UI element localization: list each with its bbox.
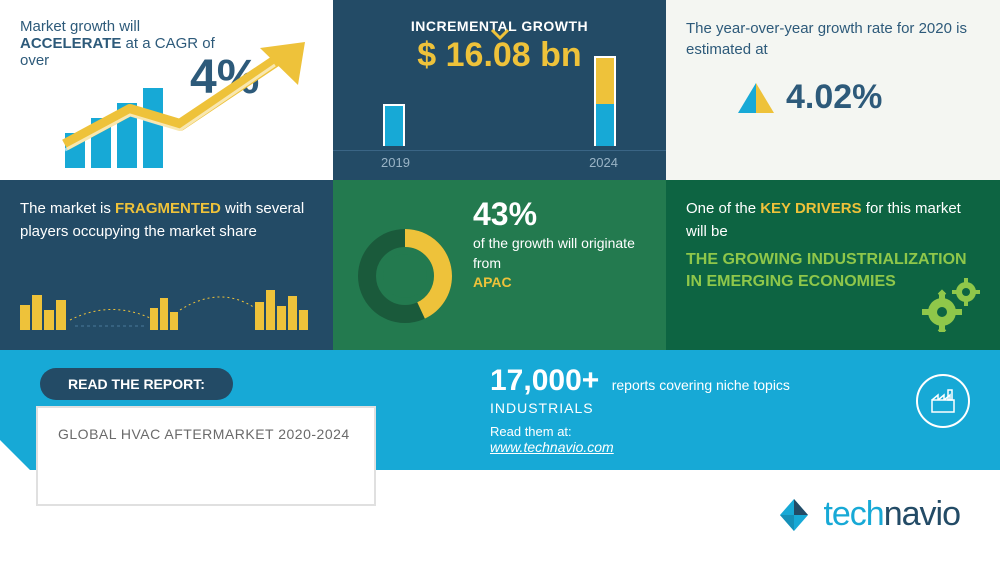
factory-icon [916,374,970,428]
frag-bold: FRAGMENTED [115,200,221,217]
bar-2024 [594,56,616,146]
apac-percent: 43% [473,198,646,230]
brand: technavio [775,495,960,534]
brand-pre: tech [823,495,883,533]
panel-incremental-growth: INCREMENTAL GROWTH $ 16.08 bn 2019 2024 [333,0,666,180]
panel-cagr: Market growth will ACCELERATE at a CAGR … [0,0,333,180]
brand-name: technavio [823,495,960,534]
frag-pre: The market is [20,200,115,217]
kd-bold: KEY DRIVERS [760,200,861,217]
stat-desc: reports covering niche topics [612,377,790,393]
apac-region: APAC [473,274,512,290]
buildings-icon [20,280,310,330]
incremental-years: 2019 2024 [333,150,666,170]
brand-post: navio [884,495,960,533]
panel-key-drivers: One of the KEY DRIVERS for this market w… [666,180,1000,350]
footer-stats: 17,000+ reports covering niche topics IN… [490,364,790,455]
cagr-text-pre: Market growth will [20,18,140,35]
cagr-text-bold: ACCELERATE [20,35,121,52]
cagr-bar-chart [65,88,163,168]
yoy-text: The year-over-year growth rate for 2020 … [686,18,980,60]
read-at: Read them at: [490,424,790,439]
stat-category: INDUSTRIALS [490,400,790,416]
stat-line: 17,000+ reports covering niche topics [490,364,790,398]
bar-2019 [383,104,405,146]
cagr-value: 4% [190,50,259,105]
footer-url[interactable]: www.technavio.com [490,439,790,455]
stat-number: 17,000+ [490,364,599,397]
donut-chart [357,228,453,324]
apac-pre: of the growth will originate from [473,235,635,271]
cagr-bar [143,88,163,168]
kd-pre: One of the [686,200,760,217]
gears-icon [922,276,982,332]
triangle-icon [736,81,776,115]
infographic-root: Market growth will ACCELERATE at a CAGR … [0,0,1000,564]
year-end: 2024 [589,151,618,170]
brand-logo-icon [775,496,813,534]
cagr-bar [91,118,111,168]
panel-yoy-growth: The year-over-year growth rate for 2020 … [666,0,1000,180]
yoy-value-row: 4.02% [736,78,980,117]
apac-text: of the growth will originate from APAC [473,234,646,293]
row-1: Market growth will ACCELERATE at a CAGR … [0,0,1000,180]
row-2: The market is FRAGMENTED with several pl… [0,180,1000,350]
panel-apac: 43% of the growth will originate from AP… [333,180,666,350]
incremental-chart [333,56,666,146]
cagr-bar [65,133,85,168]
read-report-button[interactable]: READ THE REPORT: [40,368,233,400]
bar-2024-base [594,104,616,146]
year-start: 2019 [381,151,410,170]
down-arrow-icon [490,28,510,40]
cagr-bar [117,103,137,168]
report-title-box: GLOBAL HVAC AFTERMARKET 2020-2024 [36,406,376,506]
panel-fragmented: The market is FRAGMENTED with several pl… [0,180,333,350]
footer: READ THE REPORT: GLOBAL HVAC AFTERMARKET… [0,350,1000,564]
bar-2024-increment [594,56,616,104]
yoy-value: 4.02% [786,78,882,117]
fragmented-text: The market is FRAGMENTED with several pl… [20,198,313,243]
apac-content: 43% of the growth will originate from AP… [473,198,646,293]
